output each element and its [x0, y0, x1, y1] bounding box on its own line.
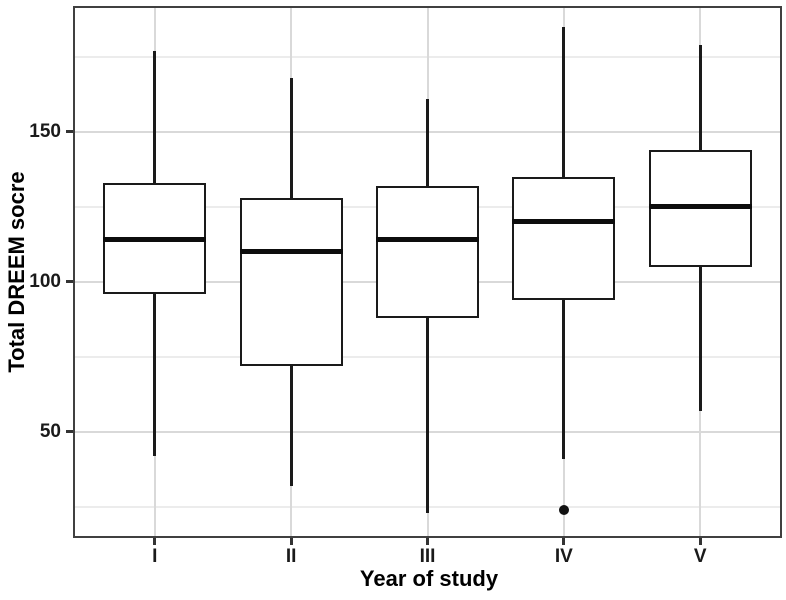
lower-whisker [153, 293, 157, 456]
x-tick-label: V [693, 546, 707, 567]
median-line [376, 237, 479, 242]
box-iqr [239, 197, 343, 366]
lower-whisker [698, 266, 702, 411]
upper-whisker [698, 44, 702, 150]
x-tick-label: II [285, 546, 297, 567]
upper-whisker [426, 98, 429, 186]
y-tick-label: 50 [39, 420, 61, 442]
x-tick-mark [562, 538, 566, 545]
upper-whisker [562, 26, 566, 177]
y-tick-label: 100 [29, 270, 61, 292]
x-tick-mark [698, 538, 702, 545]
lower-whisker [426, 317, 429, 513]
box-iqr [376, 185, 479, 318]
median-line [648, 204, 752, 209]
x-tick-label: IV [554, 546, 573, 567]
upper-whisker [153, 50, 157, 183]
y-tick-mark [66, 130, 73, 134]
x-tick-mark [153, 538, 157, 545]
x-tick-mark [426, 538, 429, 545]
x-axis-title: Year of study [359, 566, 499, 591]
box-iqr [512, 176, 616, 300]
x-tick-label: III [419, 546, 436, 567]
y-axis-title: Total DREEM socre [4, 171, 29, 373]
y-tick-mark [66, 280, 73, 284]
upper-whisker [289, 77, 293, 198]
lower-whisker [562, 299, 566, 459]
x-tick-mark [289, 538, 293, 545]
outlier-point [558, 504, 569, 515]
median-line [103, 237, 207, 242]
y-tick-mark [66, 430, 73, 434]
median-line [512, 219, 616, 224]
lower-whisker [289, 365, 293, 486]
plot-panel [73, 6, 782, 538]
x-tick-label: I [152, 546, 158, 567]
median-line [239, 249, 343, 254]
y-tick-label: 150 [29, 120, 61, 142]
